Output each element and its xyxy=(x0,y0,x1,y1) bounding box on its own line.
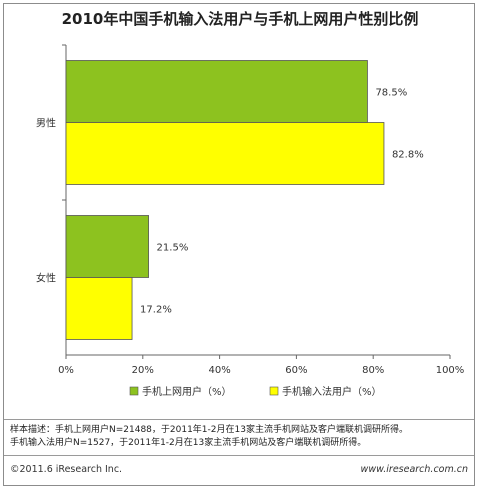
note-line-2: 手机输入法用户N=1527，于2011年1-2月在13家主流手机网站及客户端联机… xyxy=(10,438,367,448)
bar xyxy=(65,122,385,185)
website-link[interactable]: www.iresearch.com.cn xyxy=(360,464,468,475)
sample-notes: 样本描述：手机上网用户N=21488，于2011年1-2月在13家主流手机网站及… xyxy=(10,424,408,450)
bars xyxy=(65,60,385,340)
value-labels: 78.5% 82.8% 21.5% 17.2% xyxy=(140,88,424,316)
x-tick-label: 40% xyxy=(208,365,230,376)
chart-title: 2010年中国手机输入法用户与手机上网用户性别比例 xyxy=(61,10,419,28)
footer-separator xyxy=(4,455,474,456)
note-line-1: 样本描述：手机上网用户N=21488，于2011年1-2月在13家主流手机网站及… xyxy=(10,425,408,435)
x-tick-label: 0% xyxy=(58,365,74,376)
x-tick-label: 80% xyxy=(362,365,384,376)
data-label: 78.5% xyxy=(375,88,407,99)
legend: 手机上网用户（%） 手机输入法用户（%） xyxy=(129,385,382,398)
legend-label: 手机输入法用户（%） xyxy=(282,385,382,398)
legend-swatch xyxy=(269,386,279,396)
bar xyxy=(65,60,368,123)
category-label: 男性 xyxy=(36,117,56,130)
copyright-text: ©2011.6 iResearch Inc. xyxy=(10,464,123,475)
notes-separator xyxy=(4,419,474,420)
category-label: 女性 xyxy=(36,272,56,285)
bar xyxy=(65,277,133,340)
data-label: 21.5% xyxy=(157,243,189,254)
x-tick-label: 20% xyxy=(132,365,154,376)
bar xyxy=(65,215,149,278)
data-label: 82.8% xyxy=(392,150,424,161)
legend-swatch xyxy=(129,386,139,396)
x-tick-label: 100% xyxy=(436,365,465,376)
legend-label: 手机上网用户（%） xyxy=(142,385,232,398)
data-label: 17.2% xyxy=(140,305,172,316)
x-tick-label: 60% xyxy=(285,365,307,376)
